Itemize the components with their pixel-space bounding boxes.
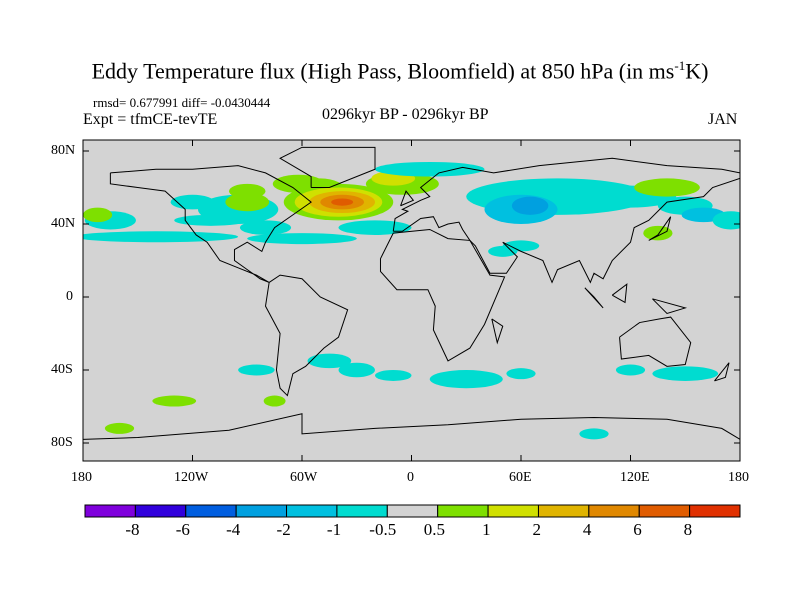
lat-label: 40N <box>51 216 76 231</box>
colorbar-swatch <box>537 504 590 518</box>
lon-label: 0 <box>407 470 414 485</box>
colorbar-swatch <box>286 504 338 518</box>
colorbar-label: 8 <box>683 520 693 539</box>
lon-label: 120W <box>174 470 209 485</box>
coastline <box>392 157 740 284</box>
plot-title: Eddy Temperature flux (High Pass, Bloomf… <box>91 58 709 84</box>
colorbar-swatch <box>134 504 187 518</box>
colorbar-label: -2 <box>276 520 291 539</box>
anomaly-contour <box>429 370 503 389</box>
colorbar-swatch <box>437 504 489 518</box>
anomaly-contour <box>615 364 646 376</box>
anomaly-contour <box>338 362 375 378</box>
coastline <box>648 216 672 241</box>
anomaly-contour <box>229 183 266 199</box>
coastline <box>714 362 730 382</box>
lon-label: 60E <box>509 470 532 485</box>
lat-label: 40S <box>51 362 73 377</box>
colorbar-swatch <box>638 504 691 518</box>
coastline <box>379 228 506 362</box>
coastline <box>109 165 312 283</box>
colorbar-swatch <box>689 504 741 518</box>
colorbar-label: 1 <box>482 520 491 539</box>
colorbar-swatch <box>84 504 136 518</box>
colorbar-label: -0.5 <box>369 520 397 539</box>
coastline <box>652 298 688 314</box>
anomaly-contour <box>511 196 549 215</box>
anomaly-contour <box>239 220 292 235</box>
anomaly-contour <box>152 395 197 407</box>
lat-label: 80N <box>51 143 76 158</box>
anomaly-contour <box>307 353 352 369</box>
coastline <box>400 190 415 207</box>
anomaly-contour <box>247 233 357 245</box>
colorbar-label: 4 <box>582 520 592 539</box>
anomaly-contour <box>263 395 286 407</box>
anomaly-contour <box>634 178 700 197</box>
colorbar-label: 6 <box>633 520 642 539</box>
coastline <box>279 146 376 188</box>
lon-label: 60W <box>290 470 318 485</box>
colorbar-swatch <box>386 504 439 518</box>
coastline <box>611 283 628 304</box>
anomaly-contour <box>83 207 113 223</box>
coastline <box>584 287 604 309</box>
anomaly-contour <box>652 366 719 381</box>
coastline <box>83 413 740 440</box>
anomaly-contour <box>375 161 485 177</box>
anomaly-contour <box>225 192 270 212</box>
lon-label: 180 <box>728 470 749 485</box>
colorbar-label: 0.5 <box>423 520 445 539</box>
coastline <box>491 318 504 345</box>
anomaly-contour <box>83 231 239 243</box>
anomaly-contour <box>643 225 673 241</box>
rmsd-label: rmsd= 0.677991 diff= -0.0430444 <box>93 95 271 110</box>
colorbar-swatch <box>588 504 640 518</box>
coastline <box>619 316 692 367</box>
anomaly-contour <box>502 240 540 252</box>
period-label: 0296kyr BP - 0296kyr BP <box>322 106 489 123</box>
anomaly-contour <box>579 428 609 440</box>
colorbar-swatch <box>185 504 237 518</box>
anomaly-contour <box>375 370 412 381</box>
colorbar-label: -8 <box>125 520 140 539</box>
colorbar-label: 2 <box>532 520 541 539</box>
experiment-label: Expt = tfmCE-tevTE <box>83 111 218 128</box>
colorbar-label: -4 <box>226 520 241 539</box>
anomaly-contour <box>238 364 275 376</box>
anomaly-contour <box>712 211 740 230</box>
colorbar-label: -1 <box>326 520 342 539</box>
lat-label: 80S <box>51 435 73 450</box>
colorbar-swatch <box>336 504 388 518</box>
coastline <box>264 274 349 397</box>
anomaly-contour <box>104 422 135 434</box>
colorbar-swatch <box>487 504 539 518</box>
anomaly-contour <box>331 198 354 206</box>
lat-label: 0 <box>66 289 73 304</box>
anomaly-contour <box>506 368 536 380</box>
colorbar-label: -6 <box>175 520 190 539</box>
month-label: JAN <box>708 111 738 128</box>
lon-label: 180 <box>71 470 92 485</box>
colorbar-swatch <box>235 504 288 518</box>
lon-label: 120E <box>620 470 650 485</box>
